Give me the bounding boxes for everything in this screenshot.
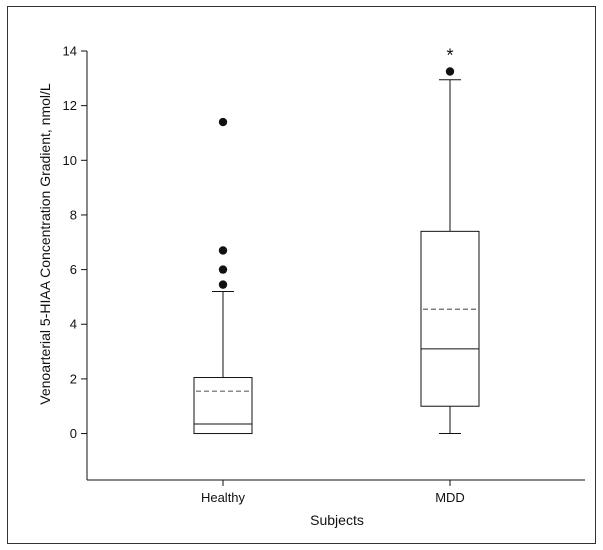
y-ticks: 0 2 4 6 8 10 12 14 bbox=[63, 44, 87, 441]
y-tick-label: 14 bbox=[63, 44, 77, 59]
outlier-point bbox=[218, 265, 228, 274]
significance-marker: * bbox=[446, 46, 453, 66]
y-tick-label: 0 bbox=[70, 426, 77, 441]
y-tick-label: 12 bbox=[63, 98, 77, 113]
outlier-point bbox=[218, 117, 228, 127]
x-axis-title: Subjects bbox=[310, 512, 364, 528]
y-tick-label: 2 bbox=[70, 371, 77, 386]
outlier-point bbox=[218, 280, 228, 289]
x-ticks: Healthy MDD bbox=[201, 480, 465, 505]
y-tick-label: 4 bbox=[70, 317, 77, 332]
figure-frame bbox=[7, 6, 596, 544]
y-axis-title: Venoarterial 5-HIAA Concentration Gradie… bbox=[37, 83, 53, 405]
box bbox=[420, 230, 480, 407]
box-group bbox=[420, 67, 480, 435]
y-tick-label: 6 bbox=[70, 262, 77, 277]
y-tick-label: 10 bbox=[63, 153, 77, 168]
outlier-point bbox=[445, 67, 455, 76]
y-tick-label: 8 bbox=[70, 207, 77, 222]
outlier-point bbox=[218, 246, 228, 255]
x-tick-label: MDD bbox=[435, 490, 465, 505]
box bbox=[193, 377, 253, 435]
boxes bbox=[193, 67, 480, 435]
x-tick-label: Healthy bbox=[201, 490, 246, 505]
box-group bbox=[193, 117, 253, 435]
axes bbox=[86, 51, 585, 481]
annotations: * bbox=[446, 46, 453, 66]
